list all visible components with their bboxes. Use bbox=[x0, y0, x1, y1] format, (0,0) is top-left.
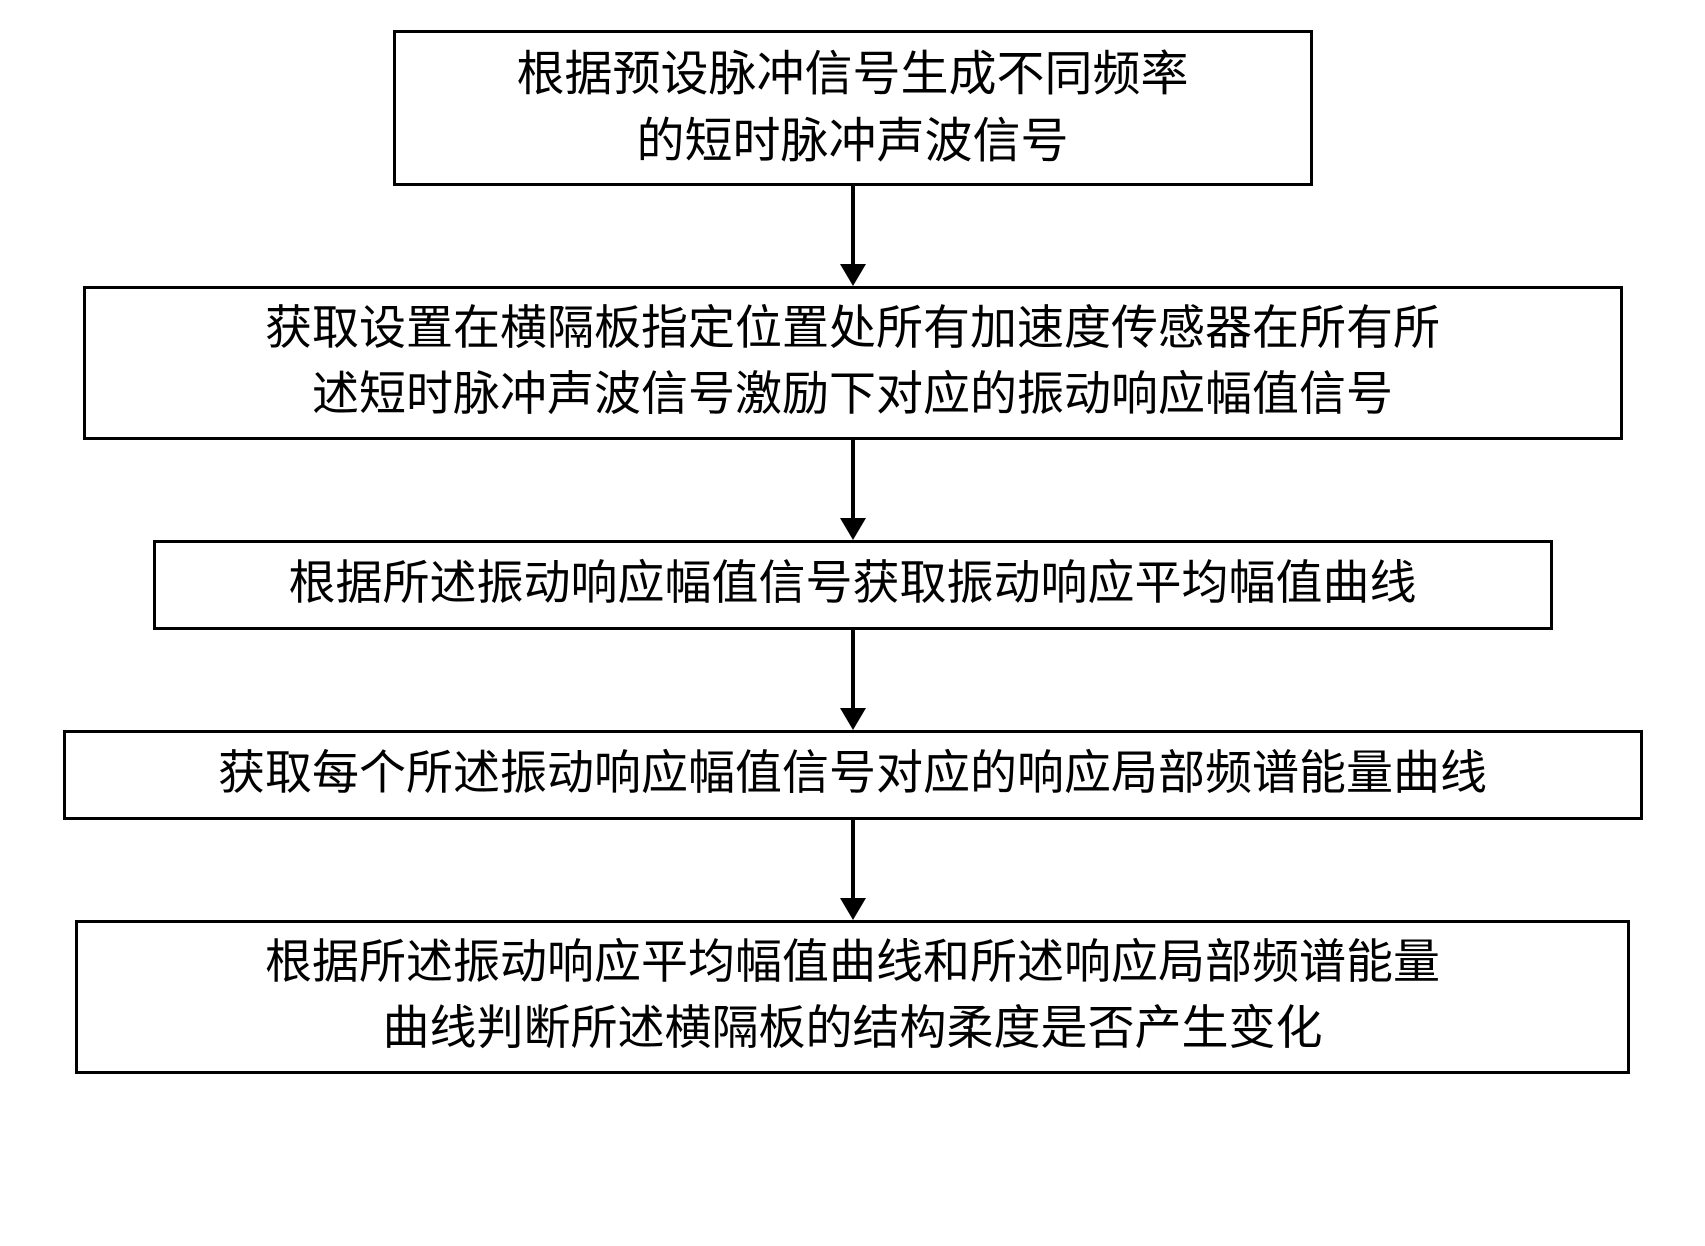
flow-node-line: 的短时脉冲声波信号 bbox=[516, 108, 1188, 175]
flow-node-line: 获取设置在横隔板指定位置处所有加速度传感器在所有所 bbox=[265, 297, 1440, 363]
flow-node-n4: 获取每个所述振动响应幅值信号对应的响应局部频谱能量曲线 bbox=[63, 730, 1643, 820]
arrow-head-icon bbox=[840, 708, 866, 730]
flow-node-n2: 获取设置在横隔板指定位置处所有加速度传感器在所有所述短时脉冲声波信号激励下对应的… bbox=[83, 286, 1623, 440]
flow-node-line: 根据所述振动响应幅值信号获取振动响应平均幅值曲线 bbox=[289, 552, 1417, 618]
flow-arrow bbox=[840, 820, 866, 920]
flow-node-n3: 根据所述振动响应幅值信号获取振动响应平均幅值曲线 bbox=[153, 540, 1553, 630]
arrow-head-icon bbox=[840, 898, 866, 920]
flow-node-text: 根据预设脉冲信号生成不同频率的短时脉冲声波信号 bbox=[516, 41, 1188, 175]
arrow-line bbox=[851, 820, 855, 898]
flow-arrow bbox=[840, 440, 866, 540]
flow-node-line: 获取每个所述振动响应幅值信号对应的响应局部频谱能量曲线 bbox=[218, 742, 1487, 808]
flow-arrow bbox=[840, 630, 866, 730]
flow-node-line: 根据所述振动响应平均幅值曲线和所述响应局部频谱能量 bbox=[265, 931, 1440, 997]
arrow-head-icon bbox=[840, 264, 866, 286]
flow-node-text: 获取设置在横隔板指定位置处所有加速度传感器在所有所述短时脉冲声波信号激励下对应的… bbox=[265, 297, 1440, 429]
flow-node-text: 根据所述振动响应平均幅值曲线和所述响应局部频谱能量曲线判断所述横隔板的结构柔度是… bbox=[265, 931, 1440, 1063]
flow-node-line: 曲线判断所述横隔板的结构柔度是否产生变化 bbox=[265, 997, 1440, 1063]
flow-arrow bbox=[840, 186, 866, 286]
arrow-line bbox=[851, 186, 855, 264]
flow-node-line: 根据预设脉冲信号生成不同频率 bbox=[516, 41, 1188, 108]
flow-node-text: 获取每个所述振动响应幅值信号对应的响应局部频谱能量曲线 bbox=[218, 742, 1487, 808]
arrow-line bbox=[851, 630, 855, 708]
flowchart-container: 根据预设脉冲信号生成不同频率的短时脉冲声波信号获取设置在横隔板指定位置处所有加速… bbox=[0, 30, 1705, 1074]
flow-node-n5: 根据所述振动响应平均幅值曲线和所述响应局部频谱能量曲线判断所述横隔板的结构柔度是… bbox=[75, 920, 1630, 1074]
arrow-head-icon bbox=[840, 518, 866, 540]
flow-node-n1: 根据预设脉冲信号生成不同频率的短时脉冲声波信号 bbox=[393, 30, 1313, 186]
arrow-line bbox=[851, 440, 855, 518]
flow-node-line: 述短时脉冲声波信号激励下对应的振动响应幅值信号 bbox=[265, 363, 1440, 429]
flow-node-text: 根据所述振动响应幅值信号获取振动响应平均幅值曲线 bbox=[289, 552, 1417, 618]
